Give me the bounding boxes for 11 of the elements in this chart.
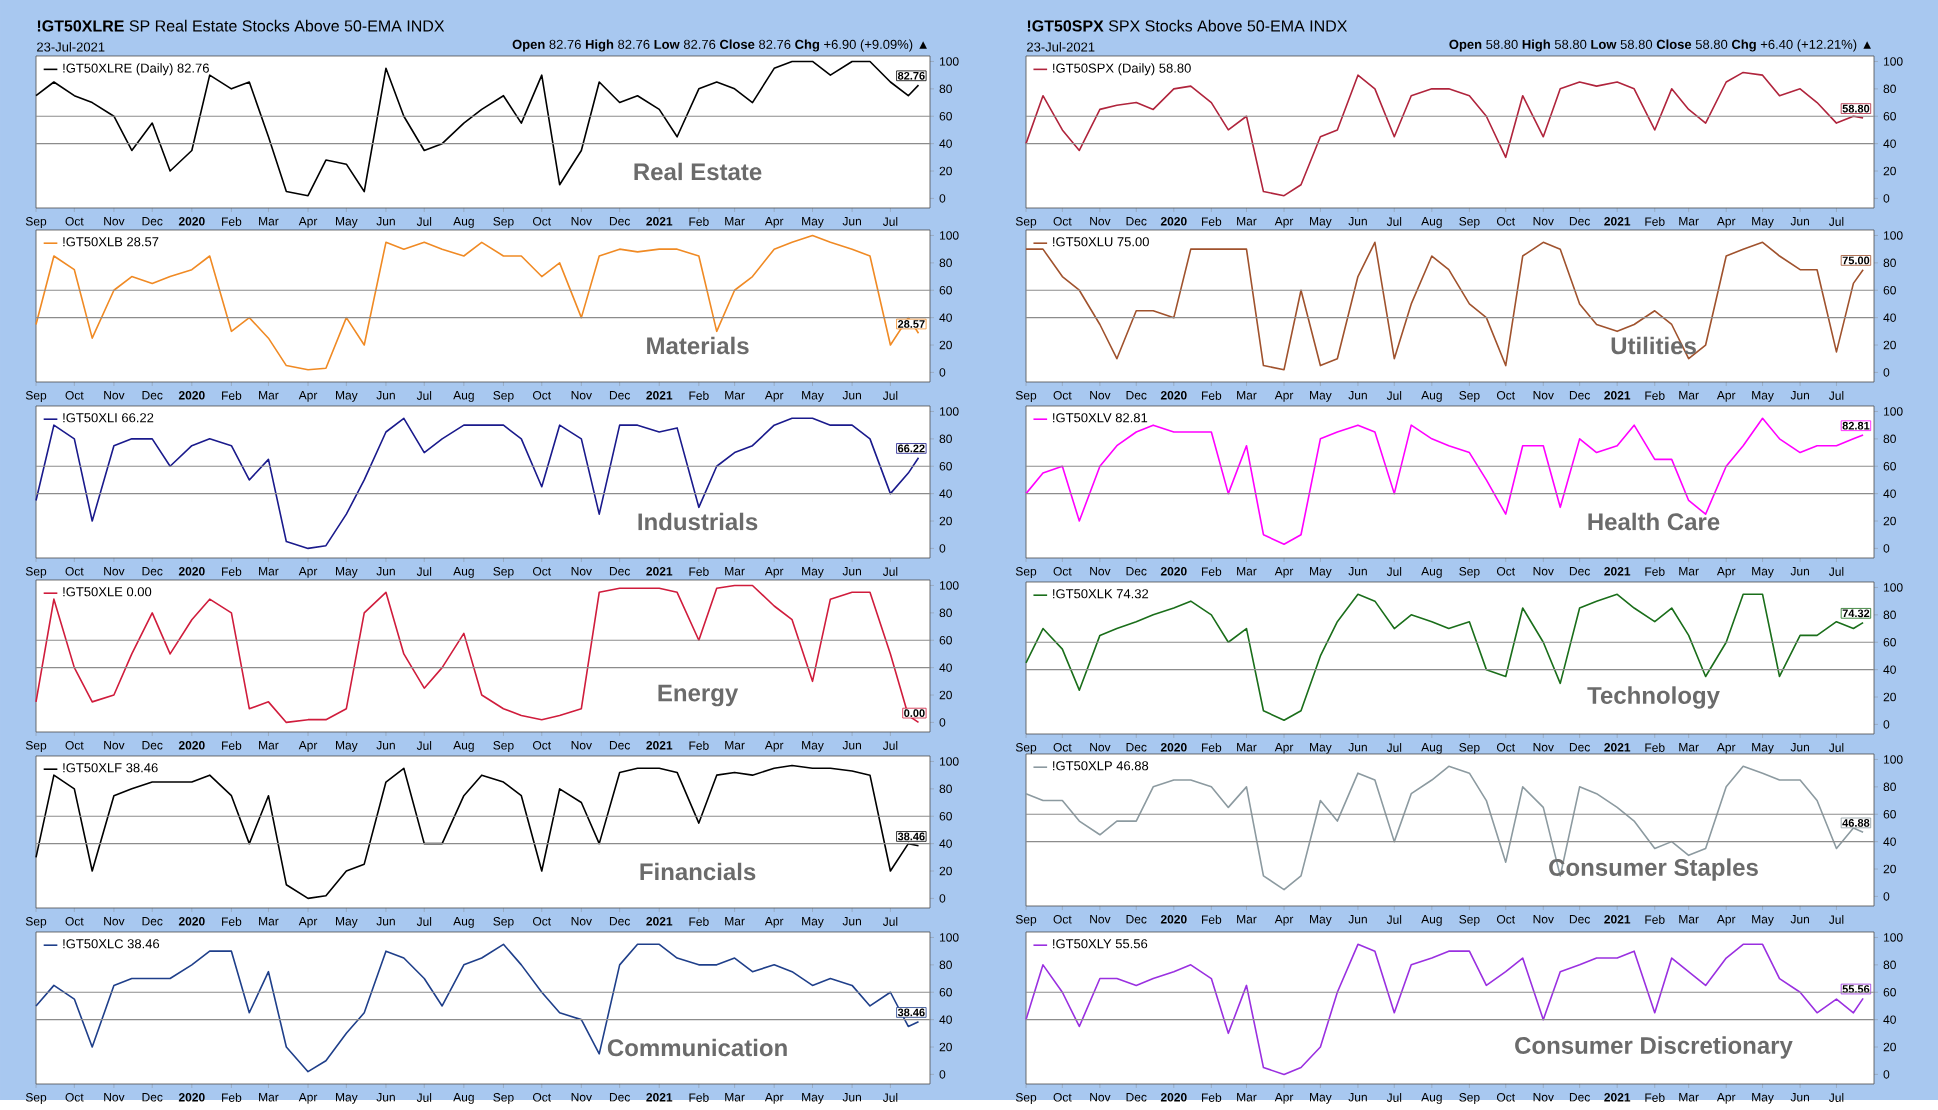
annotation: Technology: [1587, 686, 1720, 709]
chart-title: !GT50XLRE SP Real Estate Stocks Above 50-EMA INDX: [37, 19, 445, 32]
annotation: Health Care: [1588, 512, 1720, 531]
annotation: Industrials: [638, 512, 758, 531]
chart-title: !GT50SPX SPX Stocks Above 50-EMA INDX: [1027, 19, 1348, 32]
annotation: Consumer Discretionary: [1515, 1036, 1793, 1059]
annotation: Real Estate: [634, 162, 762, 181]
annotation: Materials: [647, 336, 749, 355]
annotation: Communication: [607, 1038, 787, 1057]
annotation: Energy: [658, 684, 739, 707]
annotation: Financials: [640, 862, 756, 881]
